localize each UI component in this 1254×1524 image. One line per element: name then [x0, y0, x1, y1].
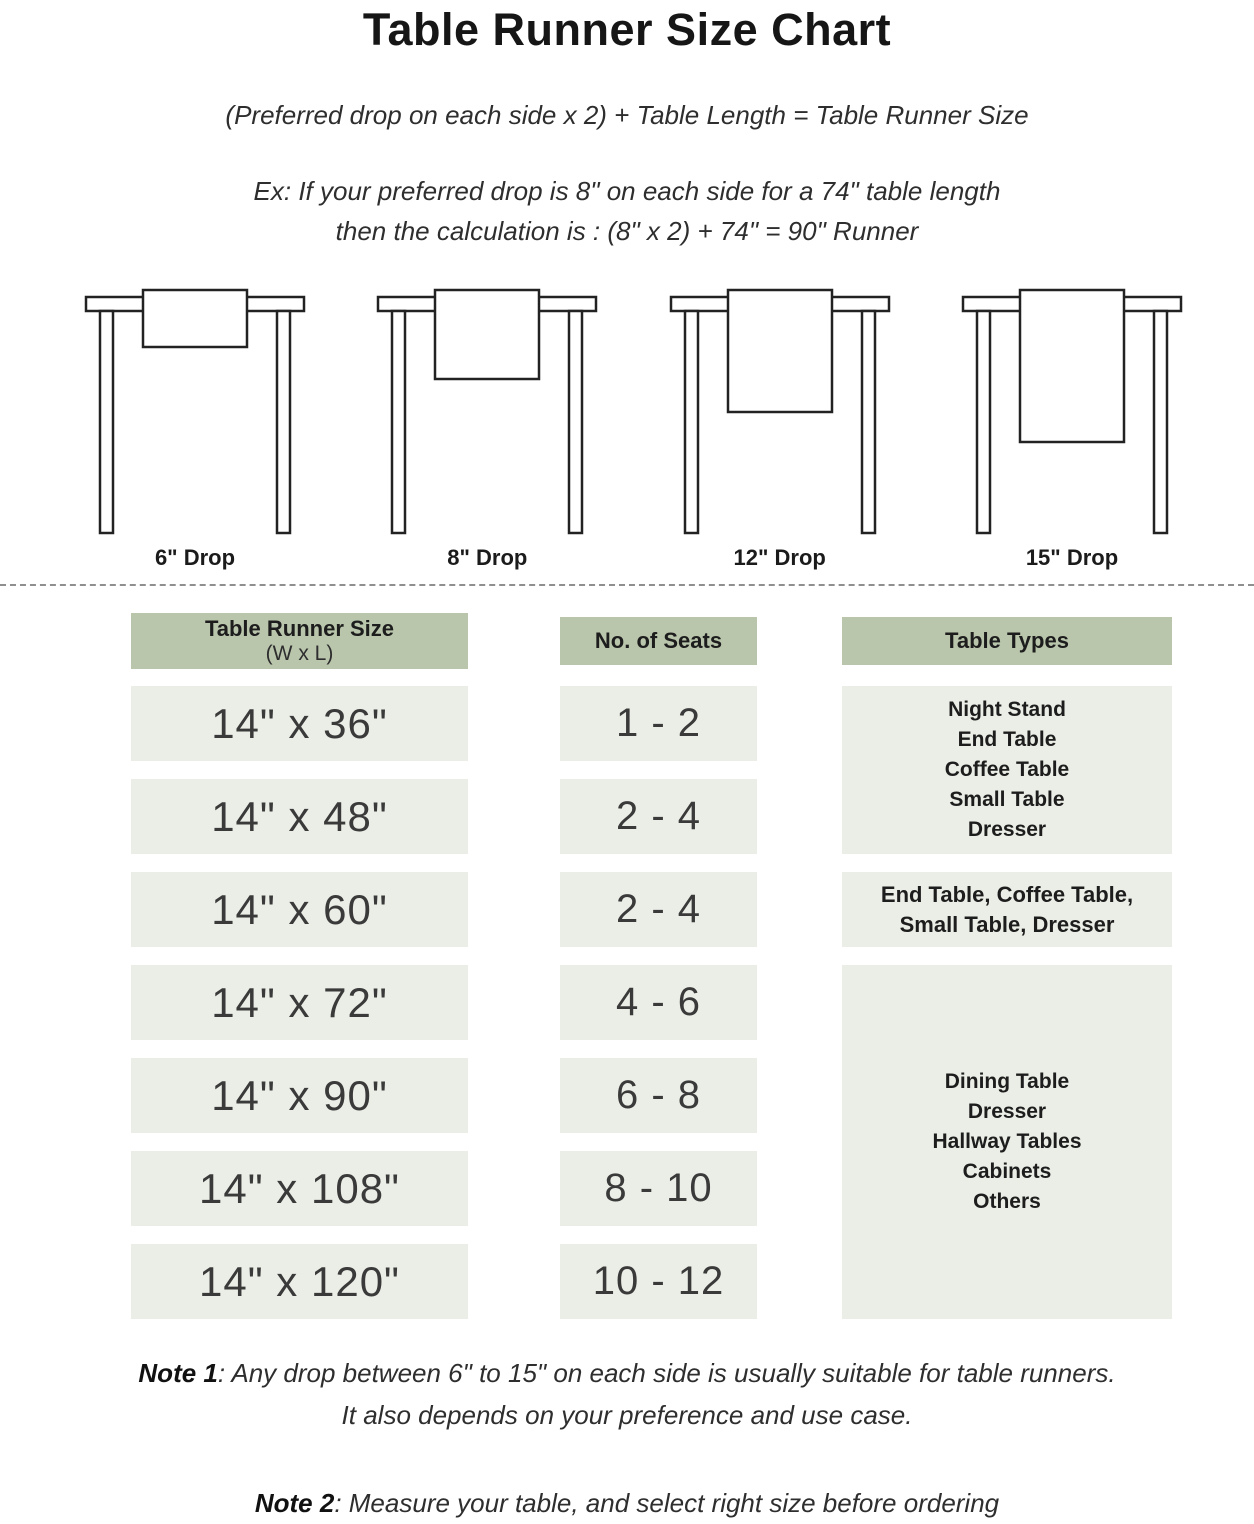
header-table-types-title: Table Types	[945, 628, 1069, 653]
column-runner-size: Table Runner Size (W x L) 14" x 36" 14" …	[131, 613, 468, 1319]
table-type: Others	[973, 1190, 1041, 1213]
header-seats-title: No. of Seats	[594, 628, 723, 653]
table-type: Small Table, Dresser	[899, 911, 1115, 937]
example-text: Ex: If your preferred drop is 8" on each…	[0, 171, 1254, 251]
header-table-types: Table Types	[842, 617, 1172, 665]
seats-cell: 1 - 2	[560, 686, 757, 761]
table-type: Small Table	[949, 788, 1065, 811]
table-runner	[434, 288, 541, 381]
figure-15-inch-drop: 15" Drop	[952, 277, 1192, 571]
table-runner	[141, 288, 249, 349]
table-illustration-icon	[669, 288, 890, 535]
table-types-block-small: Night Stand End Table Coffee Table Small…	[842, 686, 1172, 854]
formula-text: (Preferred drop on each side x 2) + Tabl…	[225, 100, 1029, 130]
table-type: Dining Table	[944, 1070, 1070, 1093]
seats-cell: 2 - 4	[560, 872, 757, 947]
table-illustration-icon	[84, 288, 306, 535]
seats-value: 2 - 4	[615, 887, 702, 931]
note-1: Note 1: Any drop between 6" to 15" on ea…	[0, 1352, 1254, 1436]
table-leg-right	[568, 309, 584, 535]
dashed-divider	[0, 584, 1254, 586]
table-leg-left	[683, 309, 699, 535]
note-1-text: : Any drop between 6" to 15" on each sid…	[217, 1358, 1116, 1388]
note-1-line-2: It also depends on your preference and u…	[341, 1400, 913, 1430]
note-2-text: : Measure your table, and select right s…	[334, 1488, 1000, 1518]
size-value: 14" x 72"	[211, 978, 388, 1026]
drop-label: 6" Drop	[154, 545, 236, 570]
table-leg-left	[975, 309, 992, 535]
table-type: End Table, Coffee Table,	[880, 881, 1134, 907]
size-value: 14" x 60"	[211, 885, 388, 933]
table-type: End Table	[957, 728, 1057, 751]
table-type: Cabinets	[962, 1160, 1052, 1183]
table-type: Dresser	[967, 1100, 1047, 1123]
seats-cell: 6 - 8	[560, 1058, 757, 1133]
table-types-block-large: Dining Table Dresser Hallway Tables Cabi…	[842, 965, 1172, 1319]
seats-value: 10 - 12	[592, 1259, 725, 1303]
table-type: Dresser	[967, 818, 1047, 841]
seats-value: 4 - 6	[615, 980, 702, 1024]
table-types-block-medium: End Table, Coffee Table, Small Table, Dr…	[842, 872, 1172, 947]
seats-cell: 8 - 10	[560, 1151, 757, 1226]
page-title: Table Runner Size Chart	[362, 4, 892, 55]
table-leg-left	[391, 309, 407, 535]
table-leg-right	[275, 309, 292, 535]
table-illustration-icon	[961, 288, 1183, 535]
size-value: 14" x 108"	[199, 1164, 400, 1212]
size-chart: Table Runner Size (W x L) 14" x 36" 14" …	[0, 613, 1254, 1319]
seats-value: 8 - 10	[604, 1166, 713, 1210]
seats-cell: 2 - 4	[560, 779, 757, 854]
table-leg-right	[1152, 309, 1169, 535]
figure-12-inch-drop: 12" Drop	[660, 277, 900, 571]
header-seats: No. of Seats	[560, 617, 757, 665]
column-seats: No. of Seats 1 - 2 2 - 4 2 - 4 4 - 6 6 -…	[560, 613, 757, 1319]
size-cell: 14" x 48"	[131, 779, 468, 854]
table-leg-left	[98, 309, 115, 535]
column-table-types: Table Types Night Stand End Table Coffee…	[842, 613, 1172, 1337]
drop-illustrations-row: 6" Drop 8" Drop 12" Drop	[75, 277, 1192, 571]
seats-cell: 10 - 12	[560, 1244, 757, 1319]
drop-label: 8" Drop	[447, 545, 528, 570]
seats-value: 1 - 2	[615, 701, 702, 745]
figure-6-inch-drop: 6" Drop	[75, 277, 315, 571]
header-runner-size: Table Runner Size (W x L)	[131, 613, 468, 669]
size-cell: 14" x 36"	[131, 686, 468, 761]
example-line-1: Ex: If your preferred drop is 8" on each…	[253, 176, 1001, 206]
seats-cell: 4 - 6	[560, 965, 757, 1040]
size-value: 14" x 120"	[199, 1257, 400, 1305]
note-2-label: Note 2	[254, 1488, 335, 1518]
note-1-line-1: Note 1: Any drop between 6" to 15" on ea…	[0, 1352, 1254, 1394]
note-1-label: Note 1	[138, 1358, 218, 1388]
size-value: 14" x 48"	[211, 792, 388, 840]
example-line-2: then the calculation is : (8" x 2) + 74"…	[335, 216, 919, 246]
table-illustration-icon	[377, 288, 598, 535]
size-cell: 14" x 120"	[131, 1244, 468, 1319]
table-leg-right	[860, 309, 876, 535]
notes-section: Note 1: Any drop between 6" to 15" on ea…	[0, 1352, 1254, 1524]
seats-value: 2 - 4	[615, 794, 702, 838]
header-runner-size-title: Table Runner Size	[204, 616, 395, 641]
table-runner	[1018, 288, 1126, 444]
header-runner-size-sub: (W x L)	[265, 642, 334, 665]
seats-value: 6 - 8	[615, 1073, 702, 1117]
table-type: Hallway Tables	[932, 1130, 1082, 1153]
table-type: Coffee Table	[944, 758, 1070, 781]
size-cell: 14" x 108"	[131, 1151, 468, 1226]
size-value: 14" x 90"	[211, 1071, 388, 1119]
note-2: Note 2: Measure your table, and select r…	[0, 1482, 1254, 1524]
size-cell: 14" x 90"	[131, 1058, 468, 1133]
size-cell: 14" x 72"	[131, 965, 468, 1040]
size-cell: 14" x 60"	[131, 872, 468, 947]
figure-8-inch-drop: 8" Drop	[367, 277, 607, 571]
size-value: 14" x 36"	[211, 699, 388, 747]
table-runner	[726, 288, 833, 414]
drop-label: 15" Drop	[1025, 545, 1119, 570]
drop-label: 12" Drop	[733, 545, 826, 570]
table-type: Night Stand	[948, 698, 1066, 721]
